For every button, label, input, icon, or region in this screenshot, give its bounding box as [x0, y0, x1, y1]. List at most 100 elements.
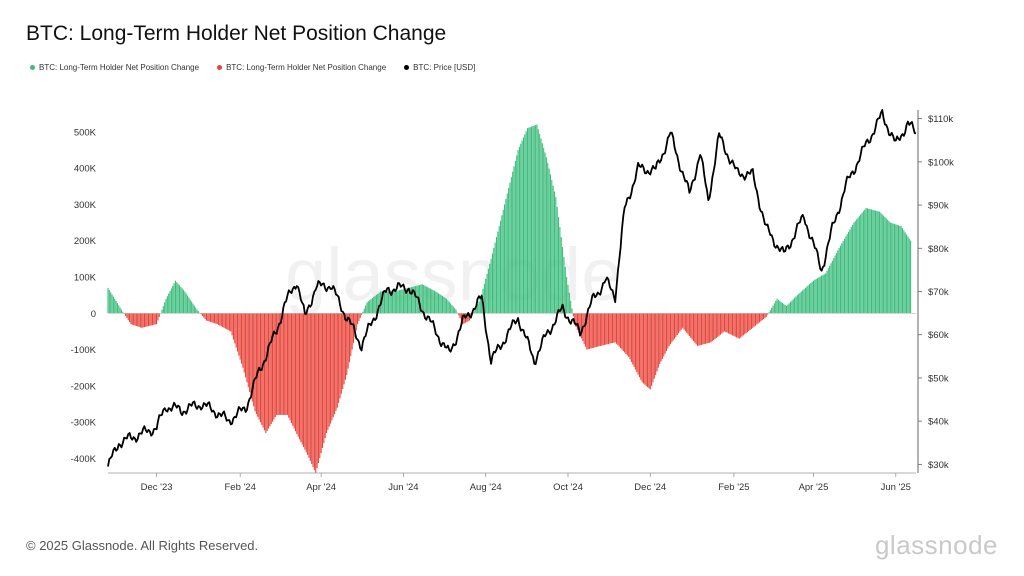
lth-bar [448, 301, 450, 314]
lth-bar [709, 313, 711, 343]
lth-bar [856, 219, 858, 314]
lth-bar [655, 313, 657, 375]
lth-bar [843, 238, 846, 314]
lth-bar [293, 313, 295, 429]
lth-bar [393, 291, 395, 314]
lth-bar [377, 293, 379, 314]
lth-bar [798, 293, 800, 314]
lth-bar [702, 313, 704, 345]
lth-bar [489, 263, 491, 314]
lth-bar [517, 149, 519, 314]
lth-bar [838, 247, 840, 314]
lth-bar [862, 211, 864, 314]
lth-bar [262, 313, 264, 428]
lth-bar [423, 284, 425, 314]
lth-bar [401, 289, 403, 314]
y-left-tick-label: 0 [91, 309, 96, 320]
lth-bar [127, 313, 129, 321]
legend-label: BTC: Long-Term Holder Net Position Chang… [39, 63, 200, 72]
x-tick-label: Apr '25 [799, 482, 829, 493]
lth-bar [119, 307, 121, 314]
lth-bar [177, 283, 179, 314]
lth-bar [342, 313, 344, 389]
lth-bar [606, 313, 608, 345]
lth-bar [760, 313, 762, 322]
lth-bar [479, 298, 481, 314]
lth-bar [312, 313, 314, 467]
x-tick-label: Dec '24 [634, 482, 666, 493]
y-left-tick-label: 300K [74, 200, 97, 211]
lth-bar [719, 313, 721, 335]
lth-bar [645, 313, 647, 386]
x-tick-label: Jun '24 [388, 482, 418, 493]
lth-bar [288, 313, 290, 418]
lth-bar [211, 313, 213, 323]
lth-bar [732, 313, 734, 336]
lth-bar [901, 228, 904, 314]
lth-bar [768, 312, 770, 314]
lth-bar [370, 299, 372, 314]
lth-bar [354, 313, 356, 337]
lth-bar [315, 313, 317, 473]
lth-bar [780, 301, 782, 314]
lth-bar [126, 313, 128, 318]
legend-item-price[interactable]: BTC: Price [USD] [404, 63, 475, 72]
lth-bar [614, 313, 616, 343]
lth-bar [505, 198, 507, 314]
lth-bar [641, 313, 643, 383]
lth-bar [680, 313, 682, 330]
lth-bar [808, 284, 810, 314]
lth-bar [784, 304, 786, 314]
lth-bar [529, 127, 531, 314]
lth-bar [796, 295, 798, 314]
lth-bar [872, 209, 874, 314]
legend-item-lth-positive[interactable]: BTC: Long-Term Holder Net Position Chang… [30, 63, 199, 72]
bar-series [107, 124, 912, 473]
lth-bar [632, 313, 634, 365]
lth-bar [692, 313, 694, 341]
lth-bar [320, 313, 322, 454]
lth-bar [602, 313, 604, 346]
lth-bar [574, 313, 576, 325]
lth-bar [357, 313, 359, 325]
lth-bar [441, 296, 444, 314]
lth-bar [667, 313, 669, 349]
lth-bar [535, 125, 537, 314]
lth-bar [344, 313, 346, 380]
lth-bar [620, 313, 622, 349]
lth-bar [695, 313, 697, 345]
legend-item-lth-negative[interactable]: BTC: Long-Term Holder Net Position Chang… [217, 63, 386, 72]
lth-bar [207, 313, 209, 321]
lth-bar [567, 284, 569, 314]
lth-bar [771, 307, 773, 314]
lth-bar [508, 188, 510, 314]
chart-legend: BTC: Long-Term Holder Net Position Chang… [30, 63, 475, 72]
lth-bar [644, 313, 646, 385]
y-right-tick-label: $110k [928, 114, 953, 125]
lth-bar [107, 287, 109, 314]
x-tick-label: Feb '24 [224, 482, 255, 493]
lth-bar [272, 313, 274, 422]
lth-bar [246, 313, 248, 383]
lth-bar [412, 286, 414, 314]
lth-bar [678, 313, 680, 334]
lth-bar [765, 313, 767, 317]
lth-bar [775, 301, 777, 314]
lth-bar [881, 214, 883, 314]
lth-bar [657, 313, 659, 368]
lth-bar [795, 296, 797, 314]
watermark-glassnode: glassnode [285, 233, 622, 316]
lth-bar [640, 313, 642, 380]
lth-bar [378, 292, 380, 314]
lth-bar [332, 313, 334, 418]
lth-bar [350, 313, 352, 356]
lth-bar [204, 313, 206, 319]
lth-bar [226, 313, 228, 330]
lth-bar [173, 283, 175, 314]
lth-bar [648, 313, 650, 389]
lth-bar [591, 313, 593, 349]
lth-bar [686, 313, 688, 333]
lth-bar [339, 313, 341, 399]
lth-bar [239, 313, 241, 360]
